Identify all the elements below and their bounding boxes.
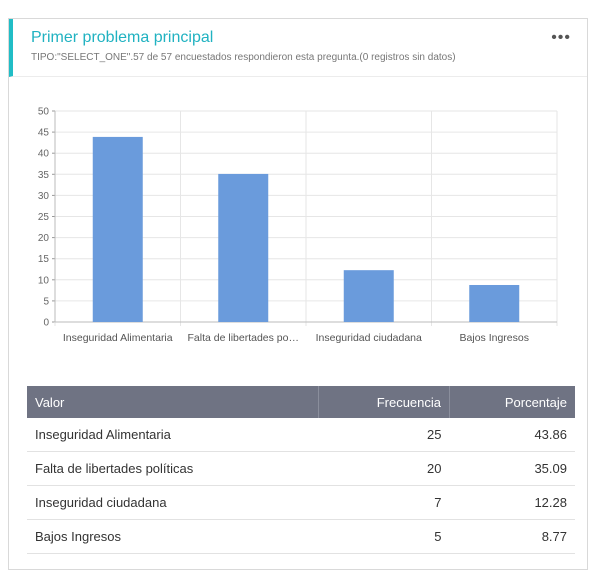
x-tick-label: Falta de libertades po… (188, 332, 299, 344)
cell-valor: Inseguridad Alimentaria (27, 418, 319, 452)
cell-valor: Bajos Ingresos (27, 519, 319, 554)
more-options-icon[interactable]: ••• (551, 29, 571, 46)
y-tick-label: 45 (38, 128, 50, 139)
y-tick-label: 15 (38, 254, 50, 265)
chart-card: Primer problema principal TIPO:"SELECT_O… (8, 18, 588, 570)
bar-chart-svg: 0 5 10 15 20 25 30 35 40 45 50 Inseguridad Alimenta… (38, 107, 558, 344)
x-tick-label: Inseguridad ciudadana (316, 332, 422, 344)
bar (469, 284, 520, 322)
y-tick-label: 30 (38, 191, 50, 202)
y-tick-label: 5 (43, 296, 49, 307)
x-tick-label: Inseguridad Alimentaria (63, 332, 173, 344)
cell-porcentaje: 8.77 (449, 519, 575, 554)
x-tick-label: Bajos Ingresos (460, 332, 529, 344)
column-header-frecuencia[interactable]: Frecuencia (318, 386, 450, 418)
y-tick-label: 35 (38, 170, 50, 181)
cell-porcentaje: 43.86 (449, 418, 575, 452)
card-title: Primer problema principal (31, 29, 214, 46)
y-tick-label: 0 (43, 318, 49, 329)
y-tick-label: 40 (38, 149, 50, 160)
cell-valor: Inseguridad ciudadana (27, 485, 319, 520)
column-header-porcentaje[interactable]: Porcentaje (449, 386, 575, 418)
y-tick-label: 20 (38, 233, 50, 244)
bar (218, 173, 269, 322)
card-subtitle: TIPO:"SELECT_ONE".57 de 57 encuestados r… (31, 52, 456, 63)
y-tick-label: 10 (38, 275, 50, 286)
table-row: Falta de libertades políticas 20 35.09 (27, 451, 575, 486)
cell-frecuencia: 25 (318, 418, 450, 452)
y-tick-label: 50 (38, 107, 50, 118)
column-header-valor[interactable]: Valor (27, 386, 319, 418)
table-row: Inseguridad ciudadana 7 12.28 (27, 485, 575, 520)
table-row: Inseguridad Alimentaria 25 43.86 (27, 418, 575, 452)
table-header-row: Valor Frecuencia Porcentaje (27, 386, 575, 418)
cell-frecuencia: 7 (318, 485, 450, 520)
frequency-table: Valor Frecuencia Porcentaje Inseguridad … (27, 386, 575, 554)
bar (92, 136, 143, 322)
cell-porcentaje: 12.28 (449, 485, 575, 520)
cell-frecuencia: 5 (318, 519, 450, 554)
bar (343, 270, 394, 322)
table-row: Bajos Ingresos 5 8.77 (27, 519, 575, 554)
cell-valor: Falta de libertades políticas (27, 451, 319, 486)
bar-chart: 0 5 10 15 20 25 30 35 40 45 50 Inseguridad Alimenta… (9, 99, 587, 379)
card-header: Primer problema principal TIPO:"SELECT_O… (9, 19, 587, 77)
cell-porcentaje: 35.09 (449, 451, 575, 486)
y-tick-label: 25 (38, 212, 50, 223)
cell-frecuencia: 20 (318, 451, 450, 486)
